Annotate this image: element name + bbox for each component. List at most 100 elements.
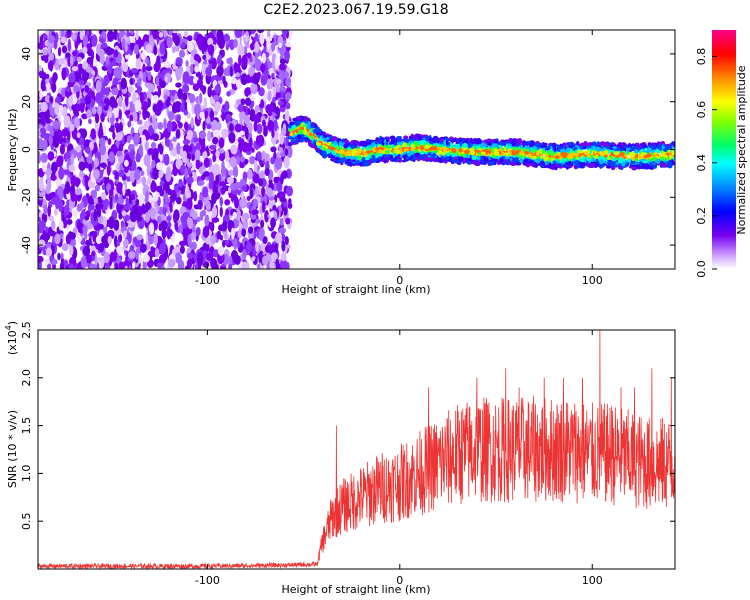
heatmap-cell: [98, 137, 106, 146]
heatmap-cell: [54, 102, 60, 116]
heatmap-cell: [189, 63, 194, 74]
heatmap-cell: [133, 112, 138, 122]
heatmap-cell: [274, 107, 281, 115]
heatmap-cell: [221, 111, 225, 122]
heatmap-cell: [279, 197, 287, 203]
heatmap-cell: [94, 184, 101, 192]
heatmap-cell: [254, 41, 260, 53]
heatmap-cell: [133, 133, 140, 145]
heatmap-cell: [253, 173, 260, 184]
heatmap-cell: [38, 103, 42, 111]
heatmap-cell: [287, 202, 293, 209]
heatmap-cell: [38, 118, 44, 124]
heatmap-cell: [259, 159, 263, 166]
heatmap-cell: [269, 211, 274, 218]
heatmap-cell: [47, 205, 52, 217]
heatmap-cell: [199, 92, 203, 104]
heatmap-cell: [166, 137, 170, 148]
heatmap-cell: [261, 52, 267, 64]
heatmap-cell: [262, 236, 268, 244]
heatmap-cell: [60, 36, 67, 44]
heatmap-cell: [671, 161, 675, 166]
heatmap-cell: [210, 221, 215, 232]
heatmap-cell: [199, 131, 206, 140]
heatmap-cell: [210, 234, 216, 245]
heatmap-cell: [156, 99, 164, 111]
heatmap-cell: [152, 94, 159, 101]
heatmap-cell: [171, 30, 179, 34]
heatmap-cell: [71, 32, 77, 41]
heatmap-cell: [249, 156, 256, 165]
heatmap-cell: [232, 38, 238, 49]
heatmap-cell: [128, 194, 133, 205]
heatmap-cell: [222, 220, 228, 232]
heatmap-cell: [241, 54, 248, 67]
heatmap-cell: [271, 72, 275, 79]
heatmap-cell: [216, 30, 224, 42]
heatmap-cell: [51, 81, 57, 93]
heatmap-cells: [38, 30, 675, 269]
heatmap-cell: [112, 131, 116, 140]
heatmap-cell: [130, 30, 134, 36]
heatmap-cell: [152, 30, 159, 40]
heatmap-cell: [204, 214, 210, 227]
chart-title: C2E2.2023.067.19.59.G18: [263, 2, 448, 18]
heatmap-cell: [68, 95, 74, 107]
heatmap-cell: [145, 65, 153, 72]
heatmap-cell: [43, 139, 48, 151]
heatmap-cell: [587, 154, 591, 158]
heatmap-cell: [141, 176, 147, 187]
heatmap-cell: [102, 79, 109, 87]
heatmap-cell: [97, 48, 105, 58]
heatmap-cell: [218, 137, 225, 149]
heatmap-cell: [163, 93, 168, 101]
heatmap-cell: [98, 242, 105, 253]
heatmap-cell: [230, 144, 238, 155]
heatmap-cell: [91, 107, 97, 115]
heatmap-cell: [284, 148, 289, 157]
heatmap-cell: [201, 209, 207, 217]
heatmap-cell: [109, 96, 116, 108]
heatmap-cell: [158, 223, 163, 232]
heatmap-cell: [190, 116, 194, 129]
heatmap-cell: [145, 43, 153, 54]
heatmap-cell: [546, 165, 552, 169]
heatmap-cell: [42, 162, 47, 173]
heatmap-cell: [85, 146, 91, 155]
heatmap-cell: [208, 63, 213, 71]
heatmap-cell: [191, 154, 195, 161]
heatmap-cell: [100, 256, 105, 268]
heatmap-cell: [178, 178, 183, 189]
heatmap-cell: [63, 204, 70, 216]
heatmap-cell: [66, 30, 71, 39]
heatmap-cell: [234, 254, 241, 265]
heatmap-cell: [84, 174, 88, 187]
heatmap-cell: [130, 67, 139, 74]
heatmap-cell: [123, 159, 129, 167]
heatmap-cell: [107, 111, 113, 119]
heatmap-cell: [87, 90, 95, 99]
heatmap-cell: [52, 120, 61, 130]
heatmap-cell: [216, 65, 224, 77]
heatmap-cell: [261, 200, 266, 213]
heatmap-cell: [145, 57, 149, 65]
heatmap-cell: [283, 71, 289, 79]
heatmap-cell: [169, 144, 173, 151]
heatmap-cell: [238, 54, 242, 67]
heatmap-cell: [216, 54, 222, 66]
heatmap-cell: [228, 132, 236, 144]
heatmap-cell: [47, 215, 55, 221]
heatmap-cell: [88, 118, 92, 125]
heatmap-cell: [206, 130, 212, 142]
heatmap-cell: [70, 175, 77, 188]
heatmap-cell: [166, 36, 173, 49]
heatmap-cell: [250, 30, 256, 35]
heatmap-cell: [70, 153, 75, 166]
heatmap-cell: [144, 120, 149, 129]
heatmap-cell: [217, 245, 225, 256]
heatmap-cell: [249, 42, 255, 51]
heatmap-cell: [91, 34, 98, 47]
heatmap-cell: [58, 220, 64, 231]
heatmap-cell: [312, 128, 317, 134]
heatmap-cell: [159, 80, 167, 89]
